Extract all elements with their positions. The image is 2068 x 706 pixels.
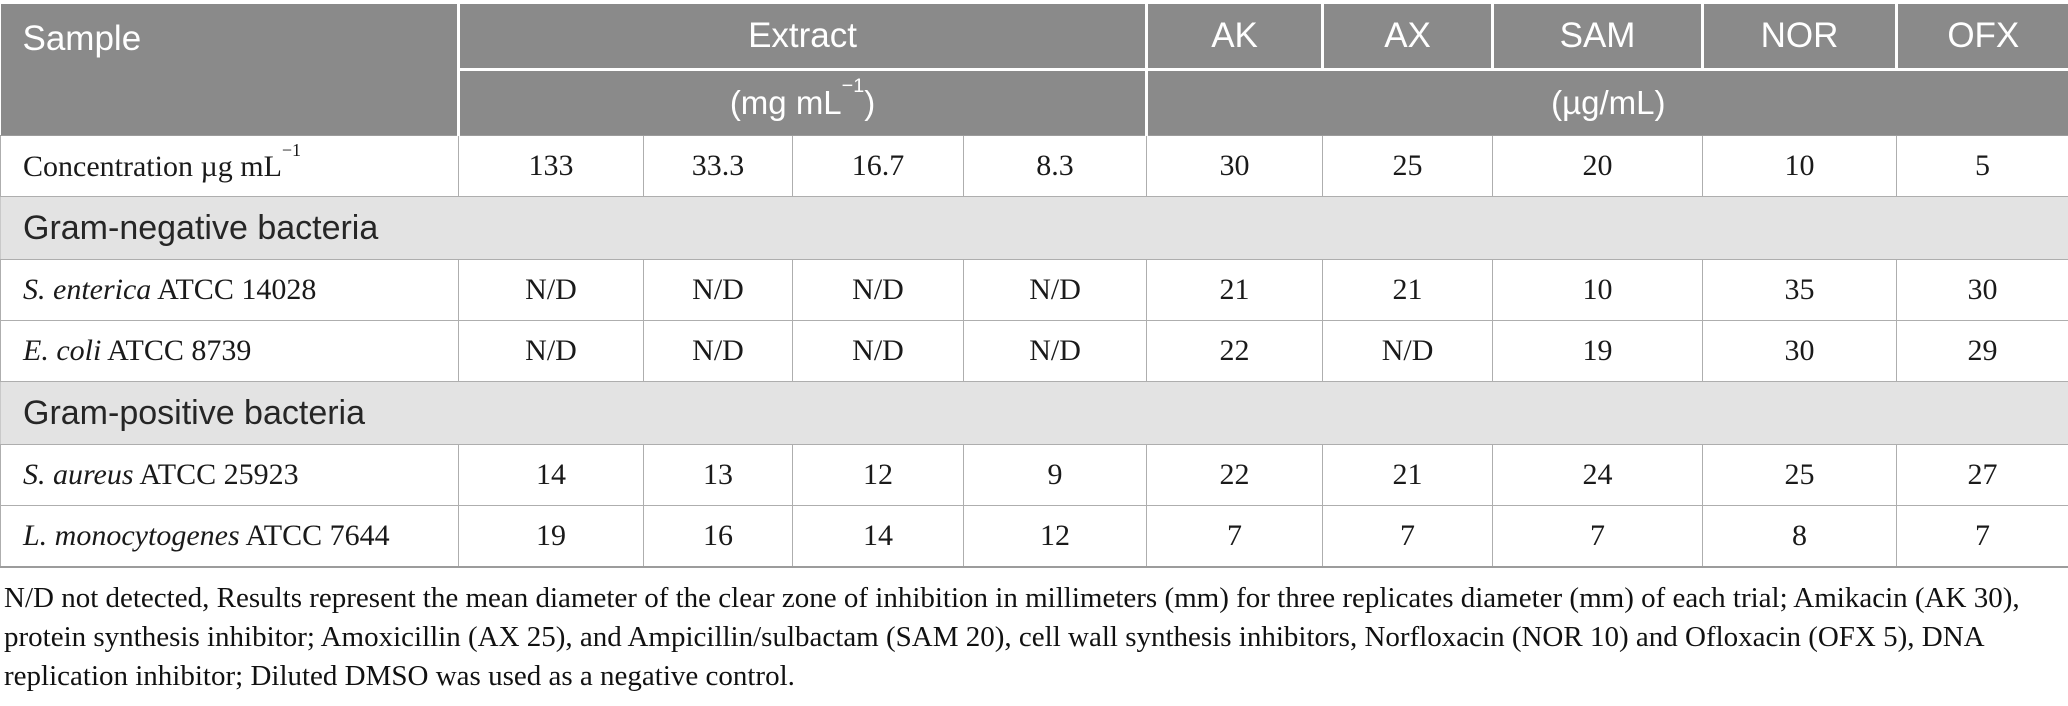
header-cell-ak: AK	[1145, 4, 1325, 71]
value-cell: 133	[458, 135, 644, 197]
value-cell: 9	[962, 444, 1148, 506]
value-cell: 10	[1492, 259, 1704, 321]
value-cell: 21	[1322, 259, 1494, 321]
value-cell: N/D	[792, 259, 964, 321]
value-cell: N/D	[962, 320, 1148, 382]
value-cell: N/D	[458, 259, 644, 321]
value-cell: 21	[1322, 444, 1494, 506]
header-cell-ofx: OFX	[1895, 4, 2068, 71]
section-row-gram-negative: Gram-negative bacteria	[0, 196, 2068, 260]
value-cell: 27	[1896, 444, 2068, 506]
value-cell: 13	[643, 444, 793, 506]
table-body: Concentration µg mL−1 133 33.3 16.7 8.3 …	[0, 135, 2068, 568]
species-name: S. enterica	[23, 273, 152, 306]
value-cell: 16	[643, 505, 793, 568]
species-row-e-coli: E. coli ATCC 8739 N/D N/D N/D N/D 22 N/D…	[0, 320, 2068, 382]
value-cell: 20	[1492, 135, 1704, 197]
value-cell: 19	[458, 505, 644, 568]
species-label-cell: S. enterica ATCC 14028	[0, 259, 459, 321]
value-cell: 10	[1702, 135, 1898, 197]
species-name: L. monocytogenes	[23, 519, 240, 552]
concentration-label-superscript: −1	[281, 139, 302, 160]
species-strain: ATCC 25923	[133, 458, 299, 491]
species-label-cell: S. aureus ATCC 25923	[0, 444, 459, 506]
species-name: E. coli	[23, 334, 102, 367]
value-cell: 8	[1702, 505, 1898, 568]
section-row-gram-positive: Gram-positive bacteria	[0, 381, 2068, 445]
header-row-1: Sample Extract AK AX SAM NOR OFX	[0, 4, 2068, 136]
species-row-l-monocytogenes: L. monocytogenes ATCC 7644 19 16 14 12 7…	[0, 505, 2068, 568]
value-cell: 7	[1896, 505, 2068, 568]
value-cell: 19	[1492, 320, 1704, 382]
value-cell: 35	[1702, 259, 1898, 321]
header-cell-extract: Extract	[456, 4, 1149, 71]
antibacterial-activity-table: Sample Extract AK AX SAM NOR OFX (mg mL−…	[0, 4, 2068, 568]
value-cell: 14	[458, 444, 644, 506]
value-cell: N/D	[792, 320, 964, 382]
header-cell-extract-unit: (mg mL−1)	[456, 68, 1149, 136]
extract-unit-base: (mg mL	[729, 84, 842, 121]
value-cell: 24	[1492, 444, 1704, 506]
value-cell: 7	[1492, 505, 1704, 568]
extract-unit-close: )	[864, 84, 876, 121]
value-cell: 30	[1146, 135, 1324, 197]
concentration-label-cell: Concentration µg mL−1	[0, 135, 459, 197]
header-cell-ax: AX	[1321, 4, 1495, 71]
extract-unit-superscript: −1	[841, 75, 865, 98]
value-cell: 25	[1702, 444, 1898, 506]
value-cell: 30	[1896, 259, 2068, 321]
species-row-s-aureus: S. aureus ATCC 25923 14 13 12 9 22 21 24…	[0, 444, 2068, 506]
section-title: Gram-positive bacteria	[0, 381, 2068, 445]
value-cell: 12	[792, 444, 964, 506]
value-cell: 29	[1896, 320, 2068, 382]
value-cell: 33.3	[643, 135, 793, 197]
value-cell: 12	[962, 505, 1148, 568]
value-cell: 8.3	[962, 135, 1148, 197]
value-cell: 25	[1322, 135, 1494, 197]
value-cell: 5	[1896, 135, 2068, 197]
header-row-2: (mg mL−1) (µg/mL)	[1, 68, 2068, 136]
table-header: Sample Extract AK AX SAM NOR OFX (mg mL−…	[0, 4, 2068, 136]
value-cell: 7	[1322, 505, 1494, 568]
species-label-cell: L. monocytogenes ATCC 7644	[0, 505, 459, 568]
value-cell: N/D	[1322, 320, 1494, 382]
species-row-s-enterica: S. enterica ATCC 14028 N/D N/D N/D N/D 2…	[0, 259, 2068, 321]
value-cell: 22	[1146, 444, 1324, 506]
concentration-label: Concentration µg mL	[23, 149, 282, 183]
species-label-cell: E. coli ATCC 8739	[0, 320, 459, 382]
header-cell-nor: NOR	[1701, 4, 1899, 71]
species-strain: ATCC 8739	[101, 334, 252, 367]
header-cell-antibiotic-unit: (µg/mL)	[1145, 68, 2068, 136]
value-cell: 14	[792, 505, 964, 568]
value-cell: N/D	[962, 259, 1148, 321]
value-cell: N/D	[643, 320, 793, 382]
concentration-row: Concentration µg mL−1 133 33.3 16.7 8.3 …	[0, 135, 2068, 197]
section-title: Gram-negative bacteria	[0, 196, 2068, 260]
value-cell: 21	[1146, 259, 1324, 321]
table-footnote: N/D not detected, Results represent the …	[4, 582, 2020, 692]
header-cell-sample: Sample	[0, 4, 460, 136]
value-cell: 30	[1702, 320, 1898, 382]
value-cell: 16.7	[792, 135, 964, 197]
value-cell: 7	[1146, 505, 1324, 568]
header-cell-sam: SAM	[1491, 4, 1705, 71]
species-name: S. aureus	[23, 458, 134, 491]
species-strain: ATCC 14028	[151, 273, 317, 306]
value-cell: 22	[1146, 320, 1324, 382]
value-cell: N/D	[458, 320, 644, 382]
species-strain: ATCC 7644	[239, 519, 390, 552]
value-cell: N/D	[643, 259, 793, 321]
